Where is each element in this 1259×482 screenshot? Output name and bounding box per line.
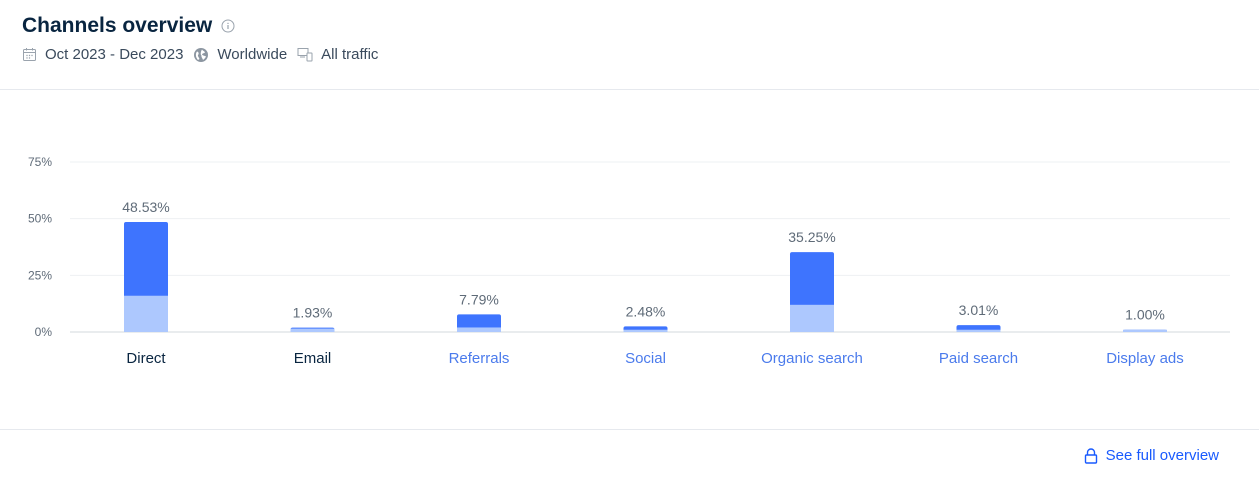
region-label: Worldwide [217, 46, 288, 63]
date-range-label: Oct 2023 - Dec 2023 [45, 46, 184, 63]
value-label: 48.53% [122, 199, 169, 215]
category-label[interactable]: Paid search [939, 350, 1018, 367]
value-label: 7.79% [459, 291, 499, 307]
calendar-icon [23, 48, 36, 61]
info-icon[interactable] [221, 19, 235, 33]
see-full-overview-label: See full overview [1105, 447, 1219, 464]
bar-segment [1123, 329, 1167, 332]
category-label[interactable]: Social [625, 350, 666, 367]
traffic-label: All traffic [321, 46, 379, 63]
date-range-filter[interactable]: Oct 2023 - Dec 2023 [22, 46, 183, 63]
bar-segment [956, 329, 1001, 332]
y-tick-label: 25% [28, 268, 52, 282]
value-label: 35.25% [788, 229, 835, 245]
value-label: 1.93% [293, 305, 333, 321]
channels-bar-chart: 0% 25% 50% 75% 48.53% Direct 1.93% Email 7.79% Re… [28, 155, 1230, 367]
category-label: Direct [126, 350, 166, 367]
lock-icon [1084, 447, 1097, 464]
devices-icon [297, 48, 313, 62]
category-label[interactable]: Referrals [449, 350, 510, 367]
value-label: 3.01% [959, 302, 999, 318]
category-label[interactable]: Display ads [1106, 350, 1184, 367]
y-tick-label: 0% [35, 325, 53, 339]
bar-segment [623, 329, 668, 332]
bar-segment [290, 328, 335, 332]
category-label[interactable]: Organic search [761, 350, 863, 367]
globe-icon [194, 47, 209, 62]
bar-segment [790, 304, 834, 332]
value-label: 2.48% [626, 303, 666, 319]
divider [0, 89, 1259, 90]
y-tick-label: 75% [28, 155, 52, 169]
region-filter[interactable]: Worldwide [193, 46, 287, 63]
page-title: Channels overview [22, 14, 213, 37]
bar-segment [457, 327, 501, 332]
divider [0, 429, 1259, 430]
value-label: 1.00% [1125, 307, 1165, 323]
bar-segment [124, 295, 168, 332]
header: Channels overview Oct 2023 - Dec 2023 [22, 14, 388, 63]
category-label: Email [294, 350, 332, 367]
y-tick-label: 50% [28, 212, 52, 226]
see-full-overview-link[interactable]: See full overview [1084, 447, 1219, 464]
traffic-filter[interactable]: All traffic [297, 46, 378, 63]
